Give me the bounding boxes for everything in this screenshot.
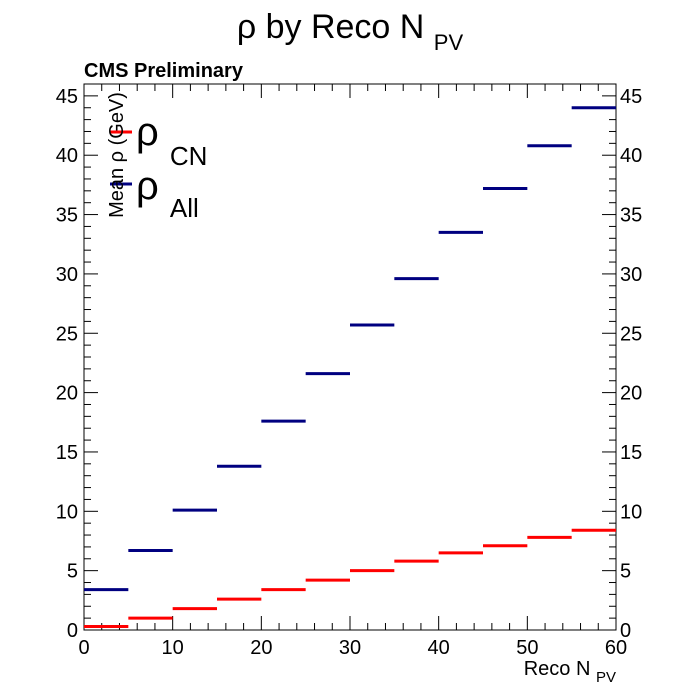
- y-tick-label-left: 25: [56, 323, 78, 345]
- x-tick-label: 10: [162, 637, 184, 659]
- x-axis-label-main: Reco N: [524, 658, 591, 680]
- axis-ticks: [83, 83, 617, 631]
- y-tick-label-left: 10: [56, 501, 78, 523]
- y-tick-label-right: 5: [620, 561, 631, 583]
- y-tick-label-left: 0: [67, 620, 78, 642]
- series-cn: [84, 528, 616, 628]
- legend: ρ CN ρ All: [110, 110, 207, 223]
- y-tick-label-right: 25: [620, 323, 642, 345]
- legend-rho-all-subscript: All: [170, 193, 199, 223]
- chart-title: ρ by Reco N PV: [237, 8, 464, 55]
- x-tick-label: 20: [250, 637, 272, 659]
- y-tick-label-right: 40: [620, 145, 642, 167]
- y-tick-label-left: 45: [56, 86, 78, 108]
- legend-rho-cn-main: ρ: [136, 110, 159, 154]
- y-tick-label-left: 35: [56, 205, 78, 227]
- x-axis-label: Reco N PV: [524, 658, 616, 686]
- chart-title-main: ρ by Reco N: [237, 8, 425, 46]
- y-axis-label: Mean ρ (GeV): [106, 92, 128, 218]
- x-tick-label: 40: [428, 637, 450, 659]
- legend-label-rho-all: ρ All: [136, 164, 199, 223]
- y-tick-label-left: 40: [56, 145, 78, 167]
- y-tick-label-right: 0: [620, 620, 631, 642]
- legend-rho-cn-subscript: CN: [170, 141, 208, 171]
- y-tick-label-left: 20: [56, 383, 78, 405]
- y-tick-label-right: 30: [620, 264, 642, 286]
- series-all: [84, 106, 616, 592]
- x-tick-label: 50: [516, 637, 538, 659]
- y-tick-label-left: 15: [56, 442, 78, 464]
- y-tick-label-right: 35: [620, 205, 642, 227]
- y-tick-label-right: 45: [620, 86, 642, 108]
- y-tick-label-right: 20: [620, 383, 642, 405]
- y-tick-label-left: 5: [67, 561, 78, 583]
- y-tick-label-left: 30: [56, 264, 78, 286]
- x-tick-label: 30: [339, 637, 361, 659]
- x-tick-label: 60: [605, 637, 627, 659]
- cms-preliminary-label: CMS Preliminary: [84, 60, 244, 82]
- x-axis-label-subscript: PV: [596, 669, 616, 686]
- y-tick-label-right: 10: [620, 501, 642, 523]
- chart-title-subscript: PV: [434, 30, 464, 55]
- y-tick-label-right: 15: [620, 442, 642, 464]
- series-layer: [84, 106, 616, 628]
- legend-rho-all-main: ρ: [136, 164, 159, 208]
- x-tick-label: 0: [78, 637, 89, 659]
- legend-label-rho-cn: ρ CN: [136, 110, 207, 171]
